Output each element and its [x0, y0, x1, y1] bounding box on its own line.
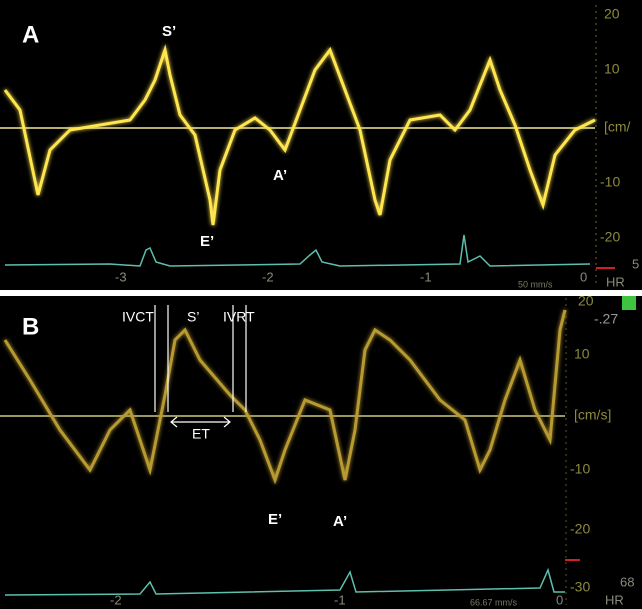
time-label: -2 — [262, 269, 274, 284]
scale-label: -10 — [600, 174, 620, 190]
sweep-speed: 66.67 mm/s — [470, 597, 518, 607]
ecg-trace — [4, 567, 565, 596]
annotation: IVCT — [122, 309, 154, 325]
sweep-speed: 50 mm/s — [518, 279, 553, 289]
hr-label: HR — [605, 592, 624, 607]
annotation: S’ — [162, 23, 176, 40]
panel-a: A S’ A’ E’ 20 10 [cm/ -10 -20 -3 -2 -1 0… — [0, 0, 642, 290]
annotation: ET — [192, 426, 210, 442]
annotation: E’ — [268, 511, 282, 528]
scale-label: -20 — [570, 521, 590, 537]
panel-a-bg — [0, 0, 642, 290]
panel-label: B — [22, 313, 39, 340]
scale-label: 10 — [604, 61, 620, 77]
scale-label: -10 — [570, 461, 590, 477]
scale-label: 10 — [574, 346, 590, 362]
time-label: -2 — [110, 592, 122, 607]
scale-label: [cm/ — [604, 119, 631, 135]
velocity-trace — [3, 309, 567, 485]
heart-rate: 68 — [620, 574, 634, 589]
time-label: -1 — [420, 269, 432, 284]
annotation: A’ — [273, 167, 287, 184]
indicator — [622, 296, 636, 310]
hr-label: HR — [606, 274, 625, 289]
time-label: 0 — [556, 592, 563, 607]
scale-label: 20 — [604, 6, 620, 22]
annotation: S’ — [187, 309, 199, 325]
scale-label: -20 — [600, 229, 620, 245]
annotation: A’ — [333, 513, 347, 530]
scale-label: -.27 — [594, 311, 618, 327]
scale-label: 20 — [578, 293, 594, 309]
scale-label: -30 — [570, 579, 590, 595]
panel-b: B IVCT S’ IVRT ET E’ A’ 20 -.27 10 [cm/s… — [0, 293, 642, 609]
ecg-trace — [4, 234, 591, 267]
time-label: 0 — [580, 269, 587, 284]
panel-b-bg — [0, 296, 642, 609]
scale-label: [cm/s] — [574, 407, 611, 423]
velocity-trace — [3, 44, 596, 226]
time-label: -3 — [115, 269, 127, 284]
edge-label: 5 — [632, 256, 639, 271]
interval-lines — [154, 305, 247, 428]
annotation: IVRT — [223, 309, 255, 325]
panel-label: A — [22, 21, 39, 48]
time-label: -1 — [334, 592, 346, 607]
annotation: E’ — [200, 233, 214, 250]
